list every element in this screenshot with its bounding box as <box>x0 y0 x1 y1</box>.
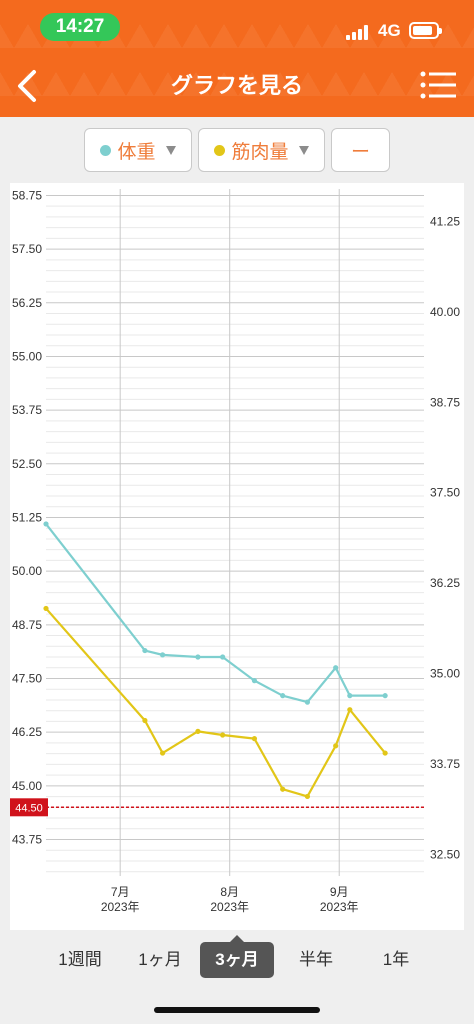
status-bar: 14:27 4G <box>0 0 474 54</box>
range-tab-3months[interactable]: 3ヶ月 <box>200 935 274 978</box>
y-left-tick-label: 52.50 <box>12 457 42 471</box>
y-left-tick-label: 50.00 <box>12 564 42 578</box>
x-tick-year-label: 2023年 <box>320 900 359 914</box>
y-left-tick-label: 53.75 <box>12 403 42 417</box>
data-point <box>333 743 339 749</box>
y-right-tick-label: 36.25 <box>430 576 460 590</box>
target-badge <box>10 798 48 817</box>
filter-bar: 体重 筋肉量 ー <box>0 117 474 183</box>
data-point <box>333 665 339 671</box>
back-button[interactable] <box>12 66 46 106</box>
data-point <box>280 693 286 699</box>
x-tick-year-label: 2023年 <box>101 900 140 914</box>
muscle-series-label: 筋肉量 <box>231 141 289 163</box>
home-indicator <box>154 1007 320 1013</box>
nav-bar: グラフを見る <box>0 54 474 117</box>
x-tick-month-label: 7月 <box>111 885 130 899</box>
range-tab-1year[interactable]: 1年 <box>382 950 410 969</box>
y-left-tick-label: 43.75 <box>12 833 42 847</box>
data-point <box>142 717 148 724</box>
y-left-tick-label: 55.00 <box>12 349 42 363</box>
y-right-tick-label: 32.50 <box>430 847 460 861</box>
x-tick-month-label: 8月 <box>220 885 239 899</box>
battery-icon <box>409 22 442 39</box>
data-point <box>304 793 311 800</box>
y-left-tick-label: 48.75 <box>12 618 42 632</box>
data-point <box>280 786 286 792</box>
line-chart: 7月2023年8月2023年9月2023年58.7557.5056.2555.0… <box>10 188 460 914</box>
third-series-label: ー <box>350 141 370 163</box>
data-point <box>159 652 166 658</box>
y-left-tick-label: 47.50 <box>12 671 42 685</box>
y-right-tick-label: 37.50 <box>430 486 460 500</box>
dropdown-triangle-icon <box>298 145 309 155</box>
series-line-muscle <box>45 607 386 798</box>
y-left-tick-label: 45.00 <box>12 779 42 793</box>
app-header: 14:27 4G グラフを見る <box>0 0 474 117</box>
data-point <box>220 732 226 738</box>
target-label: 44.50 <box>15 802 43 814</box>
y-left-tick-label: 56.25 <box>12 296 42 310</box>
third-series-selector[interactable]: ー <box>331 128 390 172</box>
chevron-left-icon <box>18 70 36 102</box>
status-time: 14:27 <box>40 13 120 41</box>
data-point <box>142 647 148 654</box>
y-right-tick-label: 35.00 <box>430 667 460 681</box>
y-left-tick-label: 58.75 <box>12 188 42 202</box>
series-line-weight <box>45 523 386 704</box>
y-left-tick-label: 57.50 <box>12 242 42 256</box>
weight-color-dot <box>100 144 112 156</box>
y-right-tick-label: 41.25 <box>430 215 460 229</box>
chart-area[interactable]: 7月 2023年 8月 2023年 9月 2023年 58.75 57.50 56.25 55.0… <box>10 183 464 930</box>
range-tab-1month[interactable]: 1ヶ月 <box>138 950 182 969</box>
data-point <box>159 750 166 756</box>
data-point <box>382 693 388 699</box>
x-tick-year-label: 2023年 <box>210 900 249 914</box>
data-point <box>43 605 49 612</box>
menu-button[interactable] <box>420 70 456 100</box>
data-point <box>251 678 258 684</box>
data-point <box>347 707 353 713</box>
y-right-tick-label: 33.75 <box>430 757 460 771</box>
data-point <box>347 693 353 699</box>
y-left-tick-label: 46.25 <box>12 725 42 739</box>
y-right-tick-label: 40.00 <box>430 305 460 319</box>
data-point <box>382 750 388 756</box>
dropdown-triangle-icon <box>165 145 176 155</box>
data-point <box>43 521 49 527</box>
data-point <box>304 699 311 705</box>
data-point <box>220 654 226 660</box>
y-left-tick-label: 51.25 <box>12 510 42 524</box>
range-tabs: 1週間 1ヶ月 3ヶ月 半年 1年 <box>0 930 474 990</box>
list-menu-icon <box>420 71 456 99</box>
x-tick-month-label: 9月 <box>330 885 349 899</box>
data-point <box>195 728 201 734</box>
weight-series-selector[interactable]: 体重 <box>84 128 192 172</box>
signal-icon <box>346 24 372 40</box>
muscle-color-dot <box>214 144 226 156</box>
range-tab-halfyear[interactable]: 半年 <box>299 950 333 969</box>
muscle-series-selector[interactable]: 筋肉量 <box>198 128 325 172</box>
range-tab-1week[interactable]: 1週間 <box>58 950 102 969</box>
data-point <box>251 736 258 742</box>
y-right-tick-label: 38.75 <box>430 395 460 409</box>
network-label: 4G <box>378 21 401 40</box>
page-title: グラフを見る <box>170 73 303 98</box>
weight-series-label: 体重 <box>117 141 156 163</box>
data-point <box>195 654 201 660</box>
